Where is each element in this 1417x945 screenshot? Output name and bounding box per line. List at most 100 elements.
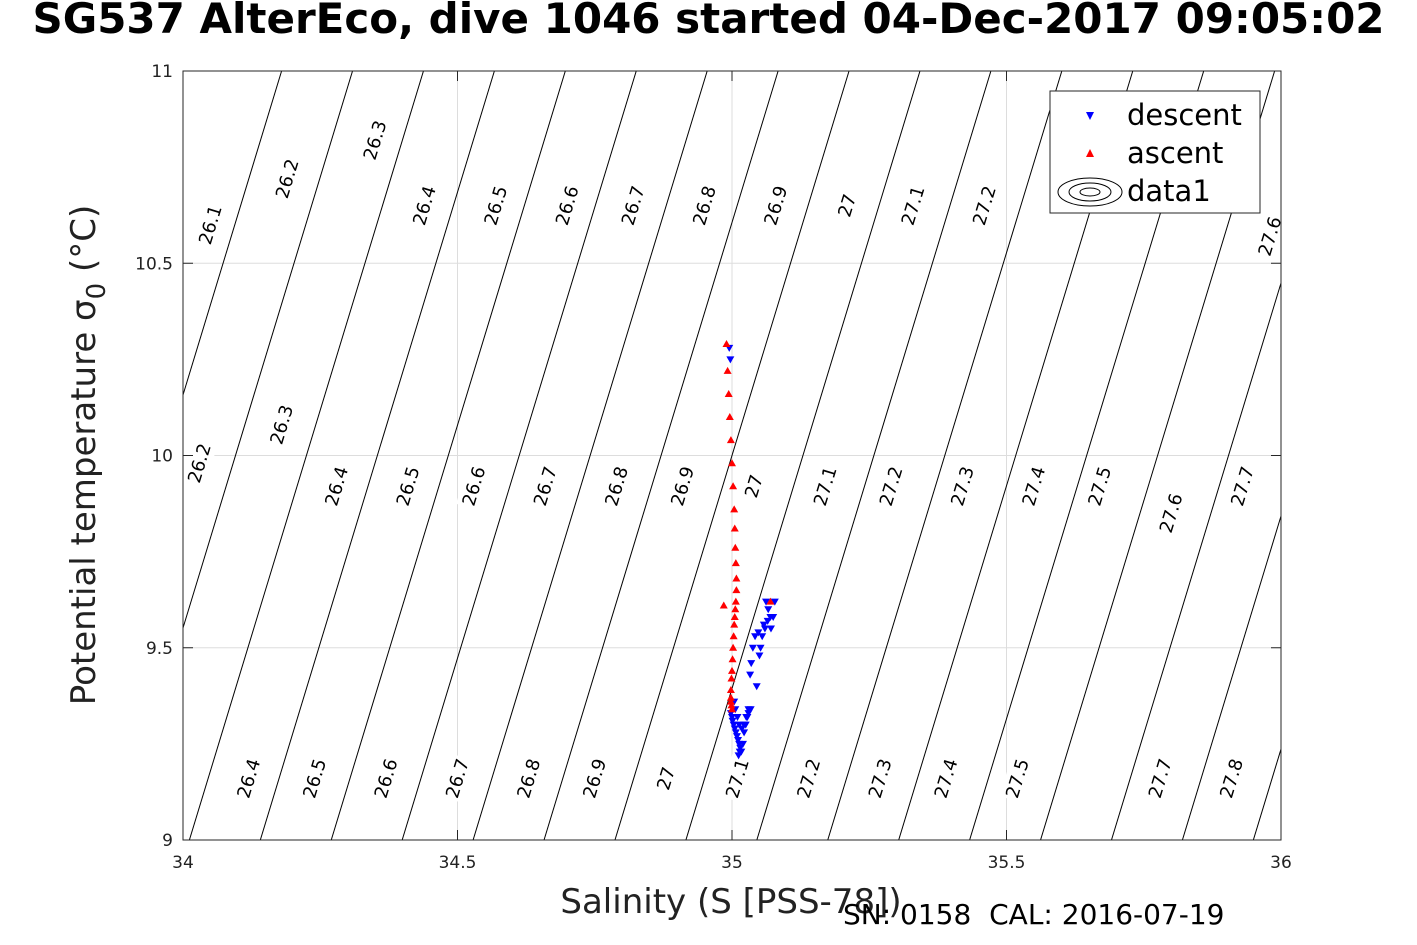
descent-point — [769, 613, 778, 621]
contour-label-bg — [1224, 461, 1261, 511]
contour-label-bg — [873, 461, 910, 511]
y-tick-label: 11 — [151, 62, 173, 82]
contour-line — [1395, 71, 1417, 840]
descent-point — [726, 356, 735, 364]
contour-label-bg — [1142, 753, 1179, 804]
y-axis-label-unit: (°C) — [64, 205, 104, 283]
x-axis-ticks: 34 34.5 35 35.5 36 — [172, 71, 1292, 873]
density-contour-labels: 26.126.226.326.4 26.5 26.6 26.7 26.8 26.9 27 27… — [181, 115, 1288, 804]
descent-point — [728, 717, 737, 725]
ascent-series — [719, 339, 775, 713]
contour-line — [1110, 281, 1281, 840]
descent-point — [766, 625, 775, 633]
descent-point — [752, 683, 761, 691]
contour-line — [472, 71, 708, 840]
ascent-point — [731, 597, 740, 605]
contour-label-bg — [406, 181, 443, 231]
descent-point — [729, 721, 738, 729]
contour-label-bg — [648, 753, 685, 804]
contour-label-bg — [478, 181, 514, 231]
descent-point — [758, 633, 767, 641]
ascent-point — [731, 559, 740, 567]
contour-label-bg — [181, 438, 218, 488]
ascent-point — [727, 701, 736, 709]
x-tick-label: 35 — [721, 853, 743, 873]
x-tick-label: 35.5 — [988, 853, 1026, 873]
contour-label-bg — [862, 753, 899, 804]
contour-label-bg — [944, 461, 981, 511]
contour-label-bg — [1213, 753, 1250, 804]
descent-point — [732, 733, 741, 741]
contour-line — [1324, 71, 1417, 840]
ascent-point — [766, 597, 775, 605]
calibration-footer: SN: 0158 CAL: 2016-07-19 — [843, 898, 1225, 931]
contour-line — [183, 71, 354, 630]
contour-line — [401, 71, 637, 840]
x-axis-label: Salinity (S [PSS-78]) — [560, 882, 901, 922]
contour-label-bg — [192, 200, 229, 250]
descent-point — [762, 598, 771, 606]
ascent-point — [724, 389, 733, 397]
ascent-point — [730, 524, 739, 532]
descent-point — [737, 748, 746, 756]
contour-label-bg — [510, 753, 547, 804]
contour-label-bg — [758, 181, 794, 231]
ascent-point — [728, 666, 736, 674]
descent-point — [730, 725, 739, 733]
descent-point — [744, 706, 753, 714]
contour-label-bg — [368, 753, 405, 804]
descent-point — [742, 713, 751, 721]
descent-point — [754, 629, 763, 637]
contour-label-bg — [576, 753, 613, 804]
contour-line — [756, 71, 992, 840]
x-tick-label: 36 — [1270, 853, 1292, 873]
contour-label-bg — [966, 181, 1003, 231]
ascent-point — [728, 655, 737, 663]
ascent-point — [730, 620, 739, 628]
ascent-point — [730, 612, 739, 620]
descent-point — [759, 621, 768, 629]
contour-line — [685, 71, 921, 840]
contour-label-bg — [549, 181, 586, 231]
contour-label-bg — [1016, 461, 1052, 511]
contour-line — [827, 71, 1063, 840]
legend-descent-marker — [1086, 112, 1094, 120]
ascent-point — [726, 436, 735, 444]
contour-line — [259, 71, 495, 840]
contour-label-bg — [439, 753, 476, 804]
descent-series — [725, 344, 779, 760]
contour-label-bg — [456, 461, 492, 511]
ascent-point — [727, 674, 736, 682]
y-tick-label: 10.5 — [135, 254, 173, 274]
legend: descent ascent data1 — [1049, 90, 1261, 214]
ascent-point — [719, 601, 728, 609]
contour-label-bg — [296, 753, 333, 804]
ascent-point — [731, 605, 740, 613]
descent-point — [748, 644, 757, 652]
x-tick-label: 34 — [172, 853, 194, 873]
ascent-point — [729, 482, 738, 490]
y-axis-ticks: 9 9.5 10 10.5 11 — [135, 62, 1281, 851]
chart-title: SG537 AlterEco, dive 1046 started 04-Dec… — [32, 0, 1385, 43]
contour-label-bg — [736, 461, 772, 511]
descent-point — [764, 606, 773, 614]
ascent-point — [731, 543, 740, 551]
contour-label-bg — [390, 461, 426, 511]
descent-point — [756, 644, 765, 652]
contour-label-bg — [999, 753, 1036, 804]
y-axis-label: Potential temperature σ0 (°C) — [64, 205, 112, 705]
descent-point — [755, 652, 764, 660]
legend-ascent-label: ascent — [1127, 136, 1223, 170]
contour-label-bg — [598, 461, 635, 511]
contour-label-bg — [615, 181, 652, 231]
descent-point — [734, 737, 743, 745]
descent-point — [770, 598, 779, 606]
descent-point — [746, 671, 755, 679]
contour-line — [188, 71, 424, 840]
contour-label-bg — [230, 753, 267, 804]
contour-label-bg — [1081, 461, 1118, 511]
y-tick-label: 9.5 — [146, 639, 173, 659]
y-tick-label: 9 — [162, 831, 173, 851]
contour-label-bg — [686, 181, 723, 231]
